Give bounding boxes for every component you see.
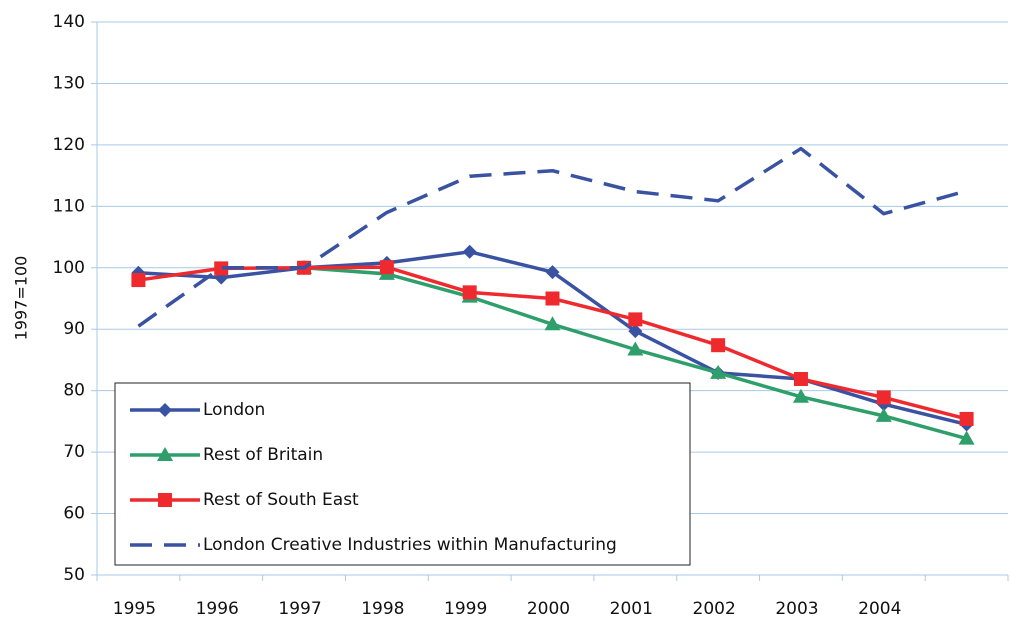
marker [131,273,146,288]
marker [875,407,892,422]
marker [958,430,975,445]
marker [627,341,644,356]
marker [379,260,394,275]
y-tick-label: 80 [63,381,85,401]
y-tick-label: 120 [53,135,85,155]
marker [545,291,560,306]
y-tick-label: 90 [63,319,85,339]
x-tick-label: 1996 [196,599,239,619]
x-tick-label: 2003 [775,599,818,619]
marker [711,338,726,353]
x-tick-label: 2004 [858,599,901,619]
marker [544,316,561,331]
marker [628,324,643,339]
legend-label: London [203,400,265,420]
marker [793,371,808,386]
marker [545,265,560,280]
y-tick-label: 50 [63,565,85,585]
marker [157,447,173,461]
x-tick-label: 1997 [278,599,321,619]
y-tick-label: 110 [53,196,85,216]
y-tick-label: 140 [53,12,85,32]
y-tick-label: 70 [63,442,85,462]
x-tick-label: 2002 [693,599,736,619]
marker [462,244,477,259]
legend-box [114,382,691,566]
series-line [137,146,968,328]
marker [158,493,172,507]
marker [792,388,809,403]
marker [158,403,172,417]
x-tick-label: 1999 [444,599,487,619]
legend-label: Rest of Britain [203,445,323,465]
legend-label: Rest of South East [203,490,359,510]
marker [959,411,974,426]
x-tick-label: 2001 [610,599,653,619]
marker [876,390,891,405]
marker [214,261,229,276]
x-tick-label: 2000 [527,599,570,619]
y-tick-label: 100 [53,258,85,278]
marker [462,285,477,300]
x-tick-label: 1995 [113,599,156,619]
y-axis-label: 1997=100 [12,256,31,341]
legend-label: London Creative Industries within Manufa… [203,535,617,555]
y-tick-label: 130 [53,73,85,93]
legend: London Rest of Britain Rest of South East L… [114,382,691,566]
marker [628,312,643,327]
marker [710,364,727,379]
y-tick-label: 60 [63,504,85,524]
x-tick-label: 1998 [361,599,404,619]
